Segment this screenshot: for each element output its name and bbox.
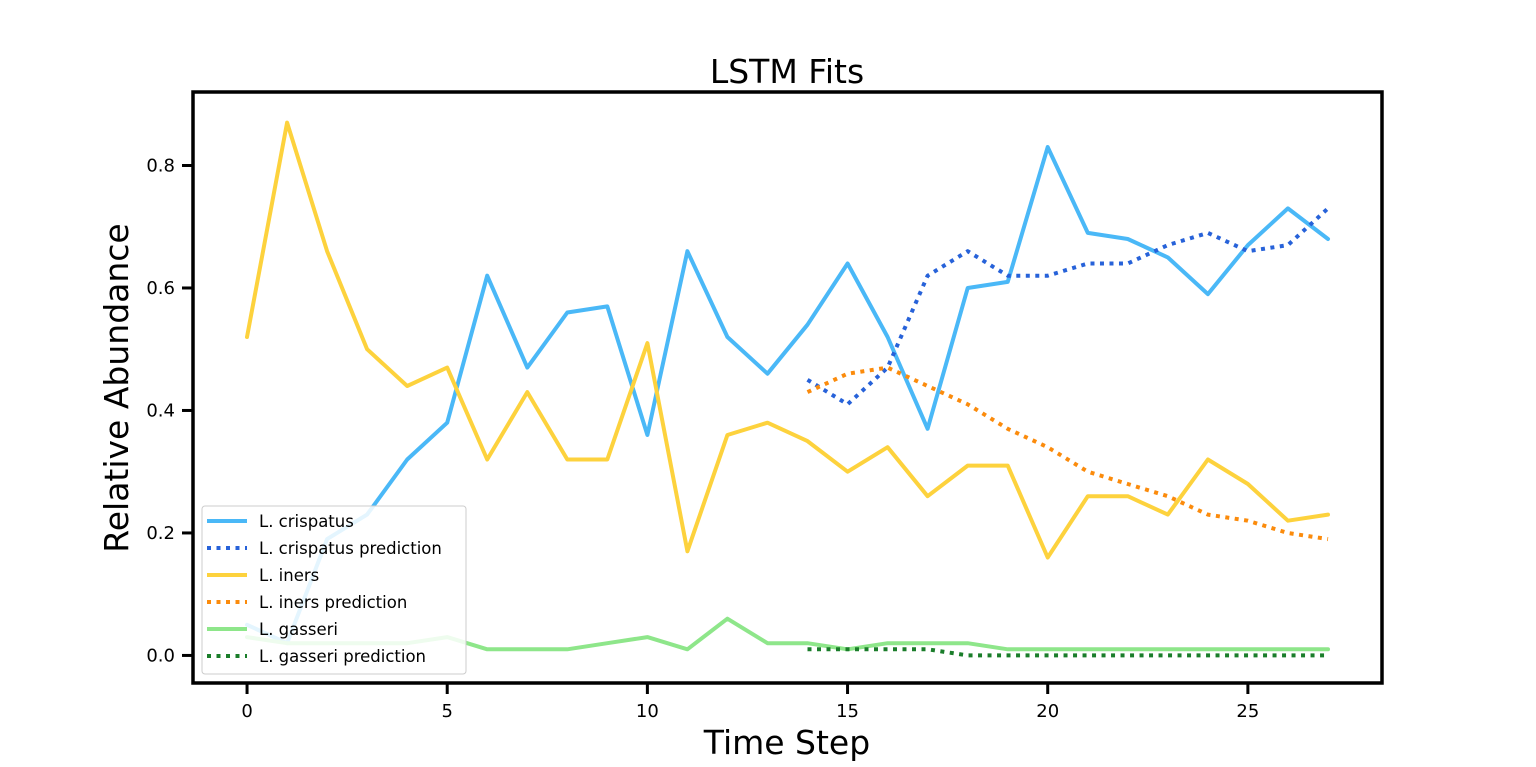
legend: L. crispatus L. crispatus prediction L. in… bbox=[201, 505, 467, 675]
x-tick-label: 15 bbox=[836, 701, 859, 722]
legend-label-0: L. crispatus bbox=[259, 512, 354, 531]
legend-label-4: L. gasseri bbox=[259, 620, 338, 639]
y-axis-title: Relative Abundance bbox=[97, 223, 136, 552]
series-lines bbox=[245, 120, 1330, 658]
series-line-1 bbox=[806, 206, 1330, 407]
y-tick-label: 0.4 bbox=[146, 400, 175, 421]
legend-label-3: L. iners prediction bbox=[259, 593, 407, 612]
series-line-5 bbox=[807, 647, 1328, 658]
series-line-0 bbox=[245, 145, 1330, 646]
y-axis: 0.0 0.2 0.4 0.6 0.8 bbox=[146, 155, 193, 666]
plot-frame bbox=[191, 90, 1384, 685]
legend-label-2: L. iners bbox=[259, 566, 319, 585]
series-line-2 bbox=[245, 120, 1330, 560]
y-tick-label: 0.0 bbox=[146, 645, 175, 666]
x-axis: 0 5 10 15 20 25 bbox=[241, 683, 1259, 722]
x-axis-title: Time Step bbox=[703, 723, 870, 762]
x-tick-label: 0 bbox=[241, 701, 252, 722]
chart-title: LSTM Fits bbox=[710, 52, 864, 91]
legend-label-5: L. gasseri prediction bbox=[259, 647, 426, 666]
legend-label-1: L. crispatus prediction bbox=[259, 539, 442, 558]
x-tick-label: 10 bbox=[636, 701, 659, 722]
y-tick-label: 0.8 bbox=[146, 155, 175, 176]
y-tick-label: 0.2 bbox=[146, 523, 175, 544]
legend-box bbox=[201, 505, 467, 675]
y-tick-label: 0.6 bbox=[146, 278, 175, 299]
x-tick-label: 5 bbox=[441, 701, 452, 722]
x-tick-label: 25 bbox=[1236, 701, 1259, 722]
series-line-3 bbox=[806, 365, 1329, 542]
x-tick-label: 20 bbox=[1036, 701, 1059, 722]
